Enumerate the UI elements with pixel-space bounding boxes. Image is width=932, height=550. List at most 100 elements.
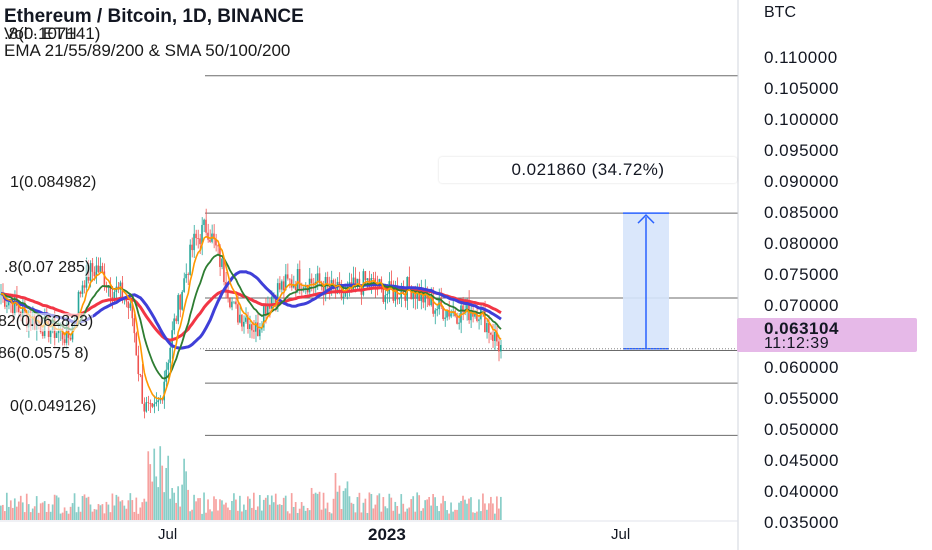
volume-bar <box>239 495 241 520</box>
volume-bar <box>278 504 281 520</box>
volume-legend[interactable]: Vol · ETH <box>4 24 77 43</box>
volume-bar <box>203 492 205 520</box>
candle-body <box>372 278 375 279</box>
volume-bar <box>145 501 148 520</box>
candle-body <box>17 305 20 312</box>
candle-body <box>5 305 8 307</box>
candle-body <box>195 233 197 239</box>
volume-bar <box>33 506 36 520</box>
candle-body <box>131 303 134 319</box>
volume-bar <box>101 504 104 520</box>
volume-bar <box>161 465 164 520</box>
measure-label[interactable]: 0.021860 (34.72%) <box>439 157 737 183</box>
volume-bar <box>147 451 150 520</box>
volume-bar <box>87 496 90 520</box>
volume-bar <box>27 504 30 520</box>
ma-legend[interactable]: EMA 21/55/89/200 & SMA 50/100/200 <box>4 41 291 60</box>
candle-body <box>135 333 138 356</box>
volume-bar <box>241 511 243 520</box>
volume-bar <box>221 500 223 520</box>
volume-bar <box>249 498 251 520</box>
volume-bar <box>380 511 383 520</box>
candle-body <box>157 400 159 403</box>
candle-body <box>276 283 279 303</box>
volume-bar <box>53 494 56 520</box>
volume-bar <box>292 507 295 520</box>
volume-bar <box>79 511 82 520</box>
candle-body <box>151 403 153 407</box>
candle-body <box>95 265 98 277</box>
volume-bar <box>434 497 436 520</box>
volume-bar <box>199 498 201 520</box>
volume-bar <box>286 511 289 520</box>
fib-label-5: 0(0.049126) <box>10 398 97 416</box>
candle-body <box>173 318 175 331</box>
volume-bar <box>233 493 235 520</box>
candle-body <box>153 403 155 407</box>
volume-bar <box>268 504 271 520</box>
candle-body <box>258 329 261 337</box>
volume-bar <box>386 508 389 520</box>
volume-bar <box>157 487 160 520</box>
volume-bar <box>9 500 12 520</box>
volume-bar <box>258 495 261 520</box>
candle-body <box>239 314 241 323</box>
volume-bar <box>324 508 327 520</box>
candle-body <box>358 278 361 288</box>
volume-bar <box>498 508 500 520</box>
volume-bar <box>139 507 142 520</box>
candle-body <box>251 324 253 331</box>
header-partial-line: .8(0.107141) <box>4 24 101 43</box>
chart-title[interactable]: Ethereum / Bitcoin, 1D, BINANCE <box>4 6 304 27</box>
candle-body <box>500 344 502 352</box>
volume-bar <box>334 473 337 520</box>
volume-bar <box>247 496 249 520</box>
volume-bar <box>225 502 227 520</box>
candle-body <box>414 292 416 299</box>
volume-bar <box>217 510 219 520</box>
candle-body <box>446 310 448 318</box>
candle-body <box>338 281 341 286</box>
y-tick-label: 0.045000 <box>764 451 839 470</box>
candle-body <box>165 369 167 382</box>
volume-bar <box>71 503 74 520</box>
volume-bar <box>314 492 317 520</box>
volume-bar <box>346 481 349 520</box>
candle-body <box>398 298 401 300</box>
candle-body <box>245 317 247 322</box>
volume-bar <box>482 493 484 520</box>
candle-body <box>444 317 446 319</box>
volume-bar <box>390 497 393 520</box>
volume-bar <box>366 512 369 520</box>
volume-bar <box>31 508 34 520</box>
volume-bar <box>55 495 58 520</box>
volume-bar <box>322 492 325 520</box>
candle-body <box>456 316 458 324</box>
candle-body <box>91 263 94 272</box>
candle-body <box>410 287 412 300</box>
candle-body <box>55 333 58 338</box>
candle-body <box>342 296 345 298</box>
candle-body <box>149 402 151 404</box>
volume-bar <box>17 501 20 520</box>
volume-bar <box>360 512 363 520</box>
volume-bar <box>402 503 405 520</box>
volume-bar <box>272 502 275 520</box>
candle-body <box>109 285 112 297</box>
volume-bar <box>394 501 397 520</box>
volume-bar <box>209 509 211 520</box>
volume-bar <box>207 499 209 520</box>
candle-body <box>334 286 337 294</box>
candle-body <box>496 332 498 342</box>
candle-body <box>316 273 319 282</box>
volume-bar <box>472 512 474 520</box>
candle-body <box>494 332 496 341</box>
candle-body <box>177 295 179 322</box>
volume-bars <box>0 446 502 520</box>
volume-bar <box>456 509 458 520</box>
volume-bar <box>368 492 371 520</box>
candle-body <box>201 224 203 245</box>
volume-bar <box>197 498 199 520</box>
candle-body <box>472 312 474 317</box>
